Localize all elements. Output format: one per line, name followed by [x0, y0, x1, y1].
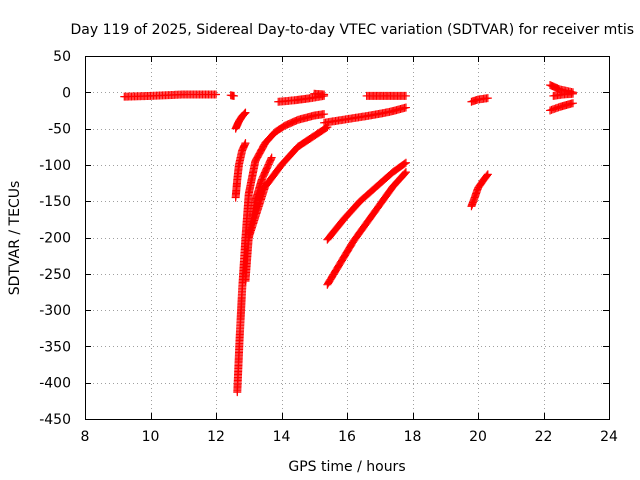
- data-point: [401, 158, 410, 167]
- data-layer: [120, 81, 577, 397]
- data-point: [483, 170, 492, 179]
- data-point-trail: [376, 183, 396, 208]
- data-point: [483, 94, 492, 103]
- x-tick-label: 22: [535, 429, 553, 445]
- y-tick-label: 50: [53, 49, 71, 65]
- data-point-trail: [373, 169, 396, 190]
- data-point: [568, 89, 577, 98]
- data-point-trail: [386, 103, 409, 116]
- y-tick-label: -250: [39, 267, 71, 283]
- data-point-trail: [311, 123, 331, 140]
- tick-layer: 8 10 12 14 16 18 20 22 24 50 0 -50 -100 -150 -200 -250 -…: [39, 49, 618, 445]
- x-tick-label: 10: [142, 429, 160, 445]
- data-point: [320, 110, 329, 119]
- data-point-trail: [367, 108, 393, 120]
- data-point-trail: [147, 90, 186, 100]
- data-point: [320, 90, 329, 99]
- series-arc-c: [231, 108, 250, 133]
- data-point-trail: [233, 336, 244, 395]
- y-tick-label: -350: [39, 339, 71, 355]
- data-point-trail: [278, 143, 301, 168]
- data-point: [568, 99, 577, 108]
- y-tick-label: -200: [39, 231, 71, 247]
- data-point-trail: [241, 234, 253, 284]
- data-point: [267, 153, 276, 162]
- data-point: [230, 91, 239, 100]
- series-arc-b: [226, 91, 239, 100]
- data-point-trail: [350, 220, 370, 244]
- data-point-trail: [272, 122, 288, 136]
- chart-title: Day 119 of 2025, Sidereal Day-to-day VTE…: [70, 22, 634, 38]
- data-point: [401, 168, 410, 177]
- y-tick-label: -450: [39, 412, 71, 428]
- data-point-trail: [261, 162, 285, 190]
- data-point-trail: [363, 202, 383, 226]
- series-arc-q: [549, 89, 577, 100]
- data-point-trail: [251, 176, 266, 204]
- data-point: [212, 90, 220, 99]
- x-tick-label: 24: [600, 429, 618, 445]
- x-tick-label: 18: [404, 429, 422, 445]
- series-arc-n: [467, 94, 492, 106]
- data-point-trail: [291, 94, 314, 105]
- series-arc-k: [362, 91, 410, 100]
- data-point-trail: [245, 184, 269, 241]
- series-arc-r: [546, 99, 577, 115]
- data-point-trail: [245, 158, 260, 197]
- data-point-trail: [235, 285, 247, 342]
- data-point-trail: [389, 169, 410, 190]
- series-arc-a: [120, 90, 220, 101]
- data-point: [241, 139, 250, 148]
- series-arc-j: [320, 103, 410, 127]
- series-arc-l: [323, 158, 410, 244]
- data-point-trail: [479, 171, 492, 184]
- series-arc-i: [310, 89, 329, 99]
- y-tick-label: -400: [39, 376, 71, 392]
- y-tick-label: 0: [62, 85, 71, 101]
- data-point-trail: [321, 115, 350, 127]
- x-tick-label: 12: [207, 429, 225, 445]
- y-tick-label: -150: [39, 194, 71, 210]
- data-point-trail: [262, 129, 278, 147]
- data-point-trail: [357, 183, 380, 205]
- y-axis-label: SDTVAR / TECUs: [7, 181, 23, 296]
- y-tick-label: -300: [39, 303, 71, 319]
- x-tick-label: 16: [338, 429, 356, 445]
- series-arc-m: [323, 168, 410, 289]
- data-point-trail: [295, 111, 317, 124]
- series-arc-d: [231, 139, 250, 202]
- plot-frame: [85, 56, 610, 420]
- data-point-trail: [231, 176, 242, 201]
- x-tick-label: 8: [81, 429, 90, 445]
- data-point-trail: [324, 216, 347, 243]
- series-arc-f: [241, 153, 276, 286]
- x-tick-label: 20: [469, 429, 487, 445]
- data-point-trail: [344, 111, 373, 123]
- data-point-trail: [239, 109, 249, 120]
- y-tick-label: -50: [48, 122, 71, 138]
- x-axis-label: GPS time / hours: [288, 459, 405, 475]
- data-point-trail: [258, 155, 276, 183]
- data-point: [241, 108, 250, 117]
- data-point-trail: [252, 140, 269, 164]
- data-point-trail: [340, 198, 364, 223]
- series-arc-o: [467, 170, 492, 211]
- data-point-trail: [324, 260, 344, 288]
- data-point-trail: [180, 90, 219, 99]
- data-point-trail: [275, 96, 298, 106]
- data-point-trail: [474, 178, 487, 191]
- data-point-trail: [235, 113, 246, 125]
- data-point-trail: [295, 132, 318, 150]
- y-tick-label: -100: [39, 158, 71, 174]
- grid-layer: [85, 56, 609, 419]
- x-tick-label: 14: [273, 429, 291, 445]
- series-arc-g: [244, 123, 332, 242]
- data-point: [401, 103, 410, 112]
- data-point: [401, 91, 410, 100]
- data-point-trail: [390, 159, 409, 176]
- data-point-trail: [337, 238, 357, 266]
